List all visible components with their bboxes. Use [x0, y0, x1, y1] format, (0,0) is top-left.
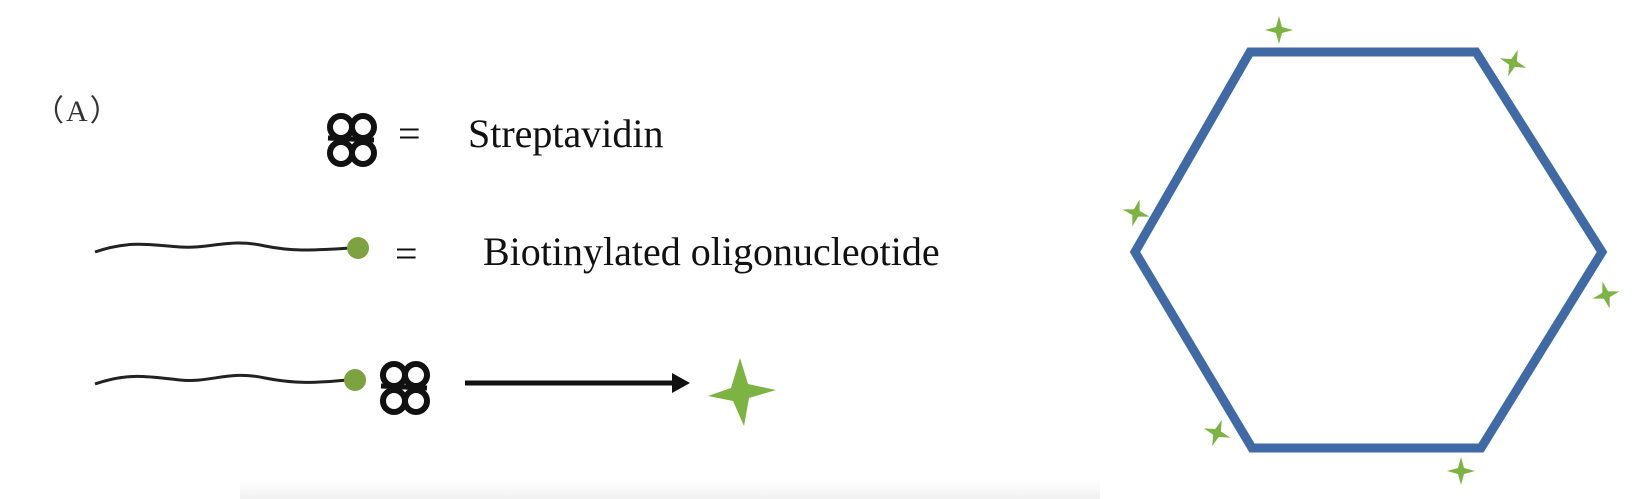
streptavidin-icon	[328, 116, 374, 164]
oligo-strand-line	[94, 241, 353, 254]
streptavidin-equals: =	[398, 111, 421, 156]
hexagon-star-6	[1447, 457, 1475, 485]
hexagon-star-1	[1265, 16, 1293, 44]
hexagon-star-4	[1588, 277, 1624, 313]
hexagon-star-2	[1495, 45, 1531, 81]
oligo-equals: =	[395, 231, 418, 276]
reaction-strand-line	[94, 373, 349, 386]
streptavidin-label: Streptavidin	[468, 111, 664, 156]
conjugate-star-icon	[708, 358, 776, 426]
bottom-shade	[240, 480, 1100, 499]
hexagon-frame	[1129, 47, 1608, 453]
hexagon-assembly	[1118, 16, 1624, 485]
reaction-streptavidin-icon	[381, 364, 427, 412]
hexagon-star-5	[1199, 415, 1235, 451]
reaction-row	[94, 358, 776, 426]
biotin-dot	[347, 237, 369, 259]
panel-label: （A）	[34, 95, 122, 128]
reaction-arrow-head	[672, 373, 690, 393]
oligo-label: Biotinylated oligonucleotide	[483, 229, 940, 274]
biotinylated-oligo-icon	[94, 237, 369, 259]
reaction-biotin-dot	[344, 369, 366, 391]
